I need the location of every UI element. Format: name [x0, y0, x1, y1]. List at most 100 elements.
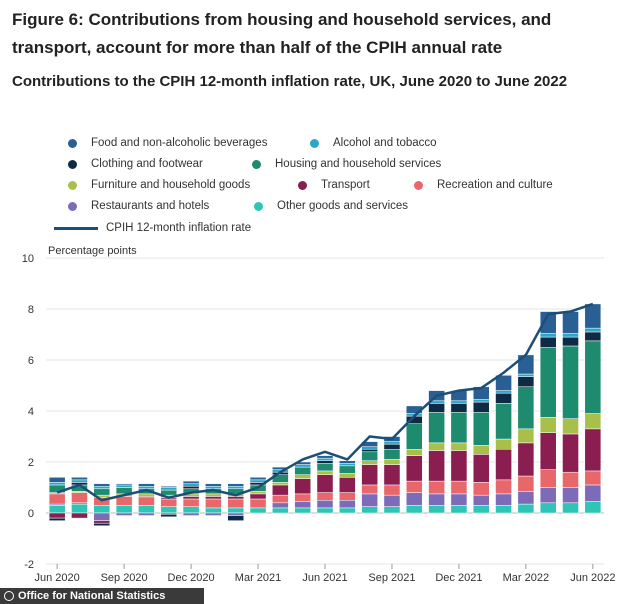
bar-segment — [316, 507, 334, 514]
bar-segment — [495, 375, 512, 391]
bar-segment — [71, 503, 88, 514]
bar-segment — [539, 487, 557, 504]
bar-segment — [495, 493, 512, 506]
bar-segment — [361, 464, 378, 486]
bar-segment — [361, 506, 378, 514]
bar-segment — [539, 332, 557, 338]
bar-segment — [562, 487, 579, 504]
bar-segment — [539, 336, 557, 348]
bar-segment — [383, 464, 401, 486]
bar-segment — [517, 376, 535, 388]
bar-segment — [316, 492, 334, 501]
bar-segment — [138, 483, 155, 487]
bar-segment — [160, 485, 178, 488]
bar-segment — [361, 484, 378, 495]
bar-segment — [48, 505, 66, 514]
bar-segment — [562, 471, 579, 488]
bar-segment — [272, 502, 289, 509]
bar-segment — [71, 479, 88, 483]
legend-swatch — [68, 138, 77, 148]
bar-segment — [450, 493, 468, 506]
source-footer: Office for National Statistics — [0, 588, 204, 604]
y-tick-label: 2 — [28, 457, 34, 469]
bar-segment — [182, 512, 200, 516]
bar-segment — [227, 485, 245, 490]
y-axis-label: Percentage points — [48, 245, 137, 257]
bar-segment — [472, 494, 490, 506]
bar-segment — [160, 487, 178, 491]
bar-segment — [93, 488, 111, 496]
bar-segment — [339, 460, 356, 464]
legend-swatch — [252, 159, 261, 169]
x-tick-label: Sep 2021 — [368, 572, 415, 584]
bar-segment — [517, 354, 535, 375]
bar-segment — [361, 451, 378, 461]
legend-item: Alcohol and tobacco — [310, 136, 437, 150]
legend-swatch — [414, 180, 423, 190]
bar-segment — [93, 485, 111, 490]
bar-segment — [71, 492, 88, 504]
bar-segment — [584, 340, 602, 414]
bar-segment — [472, 399, 490, 403]
bar-segment — [71, 477, 88, 481]
bar-segment — [428, 412, 445, 444]
x-tick-label: Jun 2021 — [302, 572, 347, 584]
bar-segment — [383, 494, 401, 507]
bar-segment — [450, 480, 468, 495]
bar-segment — [428, 505, 445, 514]
bar-segment — [428, 403, 445, 413]
bar-segment — [294, 478, 311, 495]
bar-segment — [272, 494, 289, 504]
bar-segment — [584, 484, 602, 502]
legend-label: Clothing and footwear — [91, 158, 203, 170]
bar-segment — [472, 505, 490, 514]
bar-segment — [182, 480, 200, 484]
legend-label: CPIH 12-month inflation rate — [106, 222, 252, 234]
bar-segment — [428, 442, 445, 451]
bar-segment — [48, 512, 66, 519]
legend-swatch — [310, 138, 319, 148]
legend-line-swatch — [54, 226, 98, 230]
bar-segment — [316, 455, 334, 459]
bar-segment — [383, 506, 401, 514]
y-tick-label: 8 — [28, 304, 34, 316]
bar-segment — [339, 463, 356, 467]
bar-segment — [383, 441, 401, 445]
bar-segment — [517, 503, 535, 514]
bar-segment — [138, 497, 155, 506]
y-tick-label: -2 — [24, 559, 34, 571]
bar-segment — [339, 477, 356, 493]
bar-segment — [339, 465, 356, 474]
bar-segment — [495, 505, 512, 514]
bar-segment — [562, 336, 579, 347]
bar-segment — [71, 512, 88, 519]
bar-segment — [562, 332, 579, 338]
bar-segment — [249, 477, 267, 481]
bar-segment — [472, 412, 490, 446]
bar-segment — [428, 493, 445, 506]
bar-segment — [294, 464, 311, 468]
bar-segment — [160, 489, 178, 496]
bar-segment — [249, 493, 267, 500]
legend-item: CPIH 12-month inflation rate — [54, 221, 251, 235]
chart-subtitle: Contributions to the CPIH 12-month infla… — [12, 73, 568, 90]
bar-segment — [562, 311, 579, 334]
bar-segment — [205, 512, 222, 516]
bar-segment — [562, 502, 579, 514]
bar-segment — [205, 498, 222, 509]
bar-segment — [294, 466, 311, 476]
bar-segment — [405, 480, 423, 493]
bar-segment — [227, 496, 245, 500]
bar-segment — [472, 482, 490, 496]
bar-segment — [472, 401, 490, 413]
source-text: Office for National Statistics — [18, 590, 166, 602]
bar-segment — [249, 491, 267, 495]
legend-item: Clothing and footwear — [68, 157, 203, 171]
bar-segment — [562, 345, 579, 419]
legend-swatch — [68, 159, 77, 169]
y-tick-label: 10 — [22, 253, 34, 265]
bar-segment — [584, 327, 602, 333]
bar-segment — [48, 517, 66, 521]
bar-segment — [182, 506, 200, 514]
bar-segment — [294, 493, 311, 502]
